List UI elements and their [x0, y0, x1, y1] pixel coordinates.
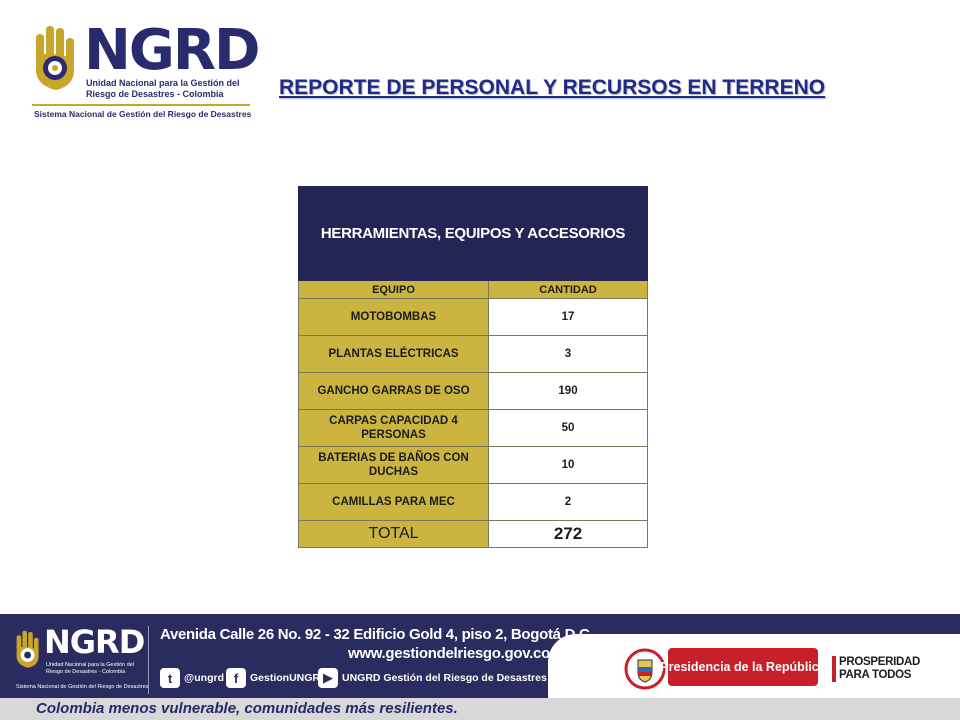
- system-name: Sistema Nacional de Gestión del Riesgo d…: [34, 109, 252, 119]
- table-row: PLANTAS ELÉCTRICAS 3: [298, 335, 648, 373]
- equipment-table: HERRAMIENTAS, EQUIPOS Y ACCESORIOS EQUIP…: [298, 186, 648, 548]
- table-row: CAMILLAS PARA MEC 2: [298, 483, 648, 521]
- logo-divider: [32, 104, 250, 106]
- twitter-handle: @ungrd: [184, 672, 224, 684]
- slogan-text: Colombia menos vulnerable, comunidades m…: [36, 700, 458, 717]
- ngrd-wordmark: NGRD: [84, 18, 260, 83]
- table-header-row: EQUIPO CANTIDAD: [298, 280, 648, 299]
- ngrd-hand-emblem-icon: [36, 26, 74, 90]
- page-title: REPORTE DE PERSONAL Y RECURSOS EN TERREN…: [279, 76, 826, 99]
- footer-org-line2: Riesgo de Desastres - Colombia: [46, 669, 126, 675]
- footer-system-name: Sistema Nacional de Gestión del Riesgo d…: [16, 684, 149, 690]
- table-total-row: TOTAL 272: [298, 520, 648, 548]
- footer-ngrd-wordmark: NGRD: [44, 623, 145, 661]
- prosperidad-line1: PROSPERIDAD: [839, 656, 921, 668]
- org-name-line2: Riesgo de Desastres - Colombia: [86, 89, 224, 99]
- equipo-cell: GANCHO GARRAS DE OSO: [298, 372, 489, 410]
- youtube-icon: ▶: [318, 668, 338, 688]
- equipo-cell: MOTOBOMBAS: [298, 298, 489, 336]
- total-label: TOTAL: [298, 520, 489, 548]
- table-title: HERRAMIENTAS, EQUIPOS Y ACCESORIOS: [298, 186, 648, 281]
- footer-org-line1: Unidad Nacional para la Gestión del: [46, 662, 135, 668]
- cantidad-cell: 2: [488, 483, 648, 521]
- facebook-link[interactable]: f GestionUNGRD: [226, 666, 328, 690]
- presidencia-badge: Presidencia de la República: [660, 648, 826, 686]
- youtube-link[interactable]: ▶ UNGRD Gestión del Riesgo de Desastres: [318, 666, 547, 690]
- table-row: GANCHO GARRAS DE OSO 190: [298, 372, 648, 410]
- cantidad-cell: 17: [488, 298, 648, 336]
- facebook-handle: GestionUNGRD: [250, 672, 328, 684]
- total-value: 272: [488, 520, 648, 548]
- prosperidad-line2: PARA TODOS: [839, 669, 912, 681]
- ngrd-hand-emblem-icon: [16, 630, 39, 668]
- footer-ngrd-logo: NGRD Unidad Nacional para la Gestión del…: [12, 622, 148, 694]
- twitter-icon: t: [160, 668, 180, 688]
- equipo-cell: CAMILLAS PARA MEC: [298, 483, 489, 521]
- table-row: CARPAS CAPACIDAD 4 PERSONAS 50: [298, 409, 648, 447]
- youtube-channel: UNGRD Gestión del Riesgo de Desastres: [342, 672, 547, 684]
- table-row: BATERIAS DE BAÑOS CON DUCHAS 10: [298, 446, 648, 484]
- footer-panel: [0, 614, 540, 698]
- slogan-bar: [0, 698, 960, 720]
- cantidad-cell: 3: [488, 335, 648, 373]
- cantidad-cell: 10: [488, 446, 648, 484]
- column-header-equipo: EQUIPO: [298, 280, 489, 299]
- equipo-cell: PLANTAS ELÉCTRICAS: [298, 335, 489, 373]
- footer-banner: NGRD Unidad Nacional para la Gestión del…: [0, 614, 960, 720]
- footer-divider: [148, 626, 149, 694]
- equipo-cell: CARPAS CAPACIDAD 4 PERSONAS: [298, 409, 489, 447]
- ngrd-logo: NGRD Unidad Nacional para la Gestión del…: [28, 20, 260, 120]
- cantidad-cell: 190: [488, 372, 648, 410]
- cantidad-cell: 50: [488, 409, 648, 447]
- twitter-link[interactable]: t @ungrd: [160, 666, 224, 690]
- table-row: MOTOBOMBAS 17: [298, 298, 648, 336]
- facebook-icon: f: [226, 668, 246, 688]
- colombia-coat-of-arms-icon: [624, 648, 666, 690]
- prosperidad-accent-bar: [832, 656, 836, 682]
- address-text: Avenida Calle 26 No. 92 - 32 Edificio Go…: [160, 626, 590, 643]
- org-name-line1: Unidad Nacional para la Gestión del: [86, 78, 240, 88]
- equipo-cell: BATERIAS DE BAÑOS CON DUCHAS: [298, 446, 489, 484]
- website-link[interactable]: www.gestiondelriesgo.gov.co: [348, 645, 550, 662]
- column-header-cantidad: CANTIDAD: [488, 280, 648, 299]
- prosperidad-logo: PROSPERIDAD PARA TODOS: [832, 654, 944, 686]
